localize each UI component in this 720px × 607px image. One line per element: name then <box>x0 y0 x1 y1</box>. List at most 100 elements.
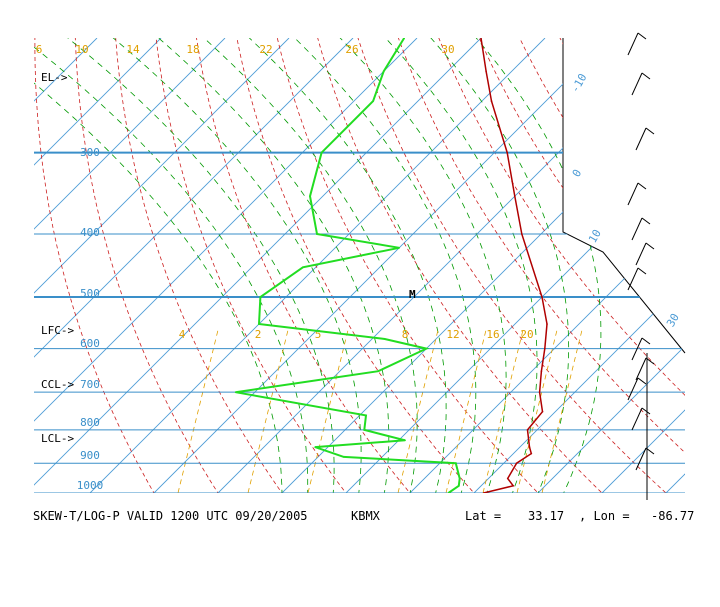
pressure-tick-label: 700 <box>80 378 100 391</box>
dewpoint-point <box>309 195 311 197</box>
level-marker-label: EL-> <box>41 71 68 84</box>
pressure-tick-label: 600 <box>80 337 100 350</box>
dry-adiabat-line <box>354 24 682 507</box>
dewpoint-point <box>321 152 323 154</box>
dewpoint-point <box>398 247 400 249</box>
temperature-point <box>541 296 543 298</box>
temperature-point <box>521 233 523 235</box>
dry-adiabat-line <box>513 24 720 507</box>
moist-adiabat-line <box>50 24 335 507</box>
isotherm-line <box>0 38 33 493</box>
dry-adiabat-line <box>234 24 487 507</box>
temperature-point <box>544 348 546 350</box>
mixing-ratio-lines <box>178 330 582 493</box>
isotherm-line <box>0 38 353 493</box>
mixing-ratio-label: 2 <box>255 328 262 341</box>
pressure-tick-label: 1000 <box>77 479 104 492</box>
level-marker-label: LFC-> <box>41 324 74 337</box>
dry-adiabat-line <box>592 24 720 507</box>
dry-adiabat-line <box>712 24 720 507</box>
mixing-ratio-label: 16 <box>486 328 499 341</box>
wind-barb <box>628 33 638 55</box>
dry-adiabat-line <box>115 24 292 507</box>
isotherm-label: 30 <box>664 311 682 329</box>
dewpoint-point <box>260 296 262 298</box>
temperature-line <box>481 38 547 493</box>
dewpoint-point <box>448 492 450 494</box>
dewpoint-point <box>343 456 345 458</box>
mixing-ratio-line <box>178 330 218 493</box>
moist-adiabat-line <box>234 24 446 507</box>
isotherm-line <box>666 38 720 493</box>
moist-adiabat-line <box>326 24 506 507</box>
top-tick-label: 6 <box>36 43 43 56</box>
top-tick-label: 26 <box>345 43 358 56</box>
special-marker: M <box>409 288 416 301</box>
station-id: KBMX <box>351 509 380 523</box>
wind-barb <box>636 128 646 150</box>
level-marker-label: LCL-> <box>41 432 74 445</box>
temperature-point <box>529 446 531 448</box>
isotherm-label: 0 <box>570 167 585 179</box>
level-marker-label: CCL-> <box>41 378 74 391</box>
dry-adiabat-line <box>632 24 720 507</box>
mixing-ratio-line <box>398 330 438 493</box>
dewpoint-point <box>377 370 379 372</box>
temperature-point <box>491 100 493 102</box>
top-tick-label: 18 <box>186 43 199 56</box>
moist-adiabats <box>0 24 601 507</box>
wind-barb <box>646 128 654 134</box>
temperature-point <box>506 152 508 154</box>
wind-barb <box>642 73 650 79</box>
dewpoint-line <box>236 38 460 493</box>
isotherm-line <box>538 38 720 493</box>
moist-adiabat-line <box>96 24 362 507</box>
footer: SKEW-T/LOG-P VALID 1200 UTC 09/20/2005 K… <box>33 509 47 607</box>
mixing-ratio-label: 8 <box>402 328 409 341</box>
dewpoint-point <box>404 440 406 442</box>
temperature-point <box>541 370 543 372</box>
mixing-ratio-line <box>446 330 486 493</box>
temperature-point <box>512 485 514 487</box>
wind-barb <box>638 183 646 189</box>
dry-adiabat-line <box>393 24 720 507</box>
wind-barb <box>632 408 642 430</box>
dewpoint-point <box>372 100 374 102</box>
temperature-point <box>542 411 544 413</box>
temperature-point <box>483 492 485 494</box>
mixing-ratio-label: 4 <box>179 328 186 341</box>
moist-adiabat-line <box>418 24 569 507</box>
wind-barb <box>642 338 650 344</box>
dewpoint-point <box>316 233 318 235</box>
dewpoint-point <box>258 323 260 325</box>
temperature-point <box>527 429 529 431</box>
dewpoint-point <box>314 446 316 448</box>
pressure-tick-label: 300 <box>80 146 100 159</box>
pressure-tick-label: 800 <box>80 416 100 429</box>
dewpoint-point <box>364 429 366 431</box>
sounding-series <box>235 37 548 494</box>
dewpoint-point <box>384 338 386 340</box>
isotherm-line <box>346 38 720 493</box>
isotherm-line <box>218 38 673 493</box>
wind-barb <box>636 448 646 470</box>
wind-barb <box>632 218 642 240</box>
lon-value: -86.77 <box>651 509 694 523</box>
wind-barb <box>638 33 646 39</box>
isotherm-label: -10 <box>568 71 589 95</box>
dry-adiabat-line <box>433 24 720 507</box>
wind-barb <box>638 268 646 274</box>
pressure-tick-label: 500 <box>80 287 100 300</box>
mixing-ratio-label: 12 <box>446 328 459 341</box>
wind-barb <box>628 183 638 205</box>
isotherm-line <box>282 38 720 493</box>
temperature-point <box>507 478 509 480</box>
wind-barb <box>628 268 638 290</box>
dry-adiabat-line <box>194 24 421 507</box>
dewpoint-point <box>235 391 237 393</box>
dry-adiabat-line <box>672 24 720 507</box>
mixing-ratio-line <box>483 330 523 493</box>
lat-value: 33.17 <box>528 509 564 523</box>
